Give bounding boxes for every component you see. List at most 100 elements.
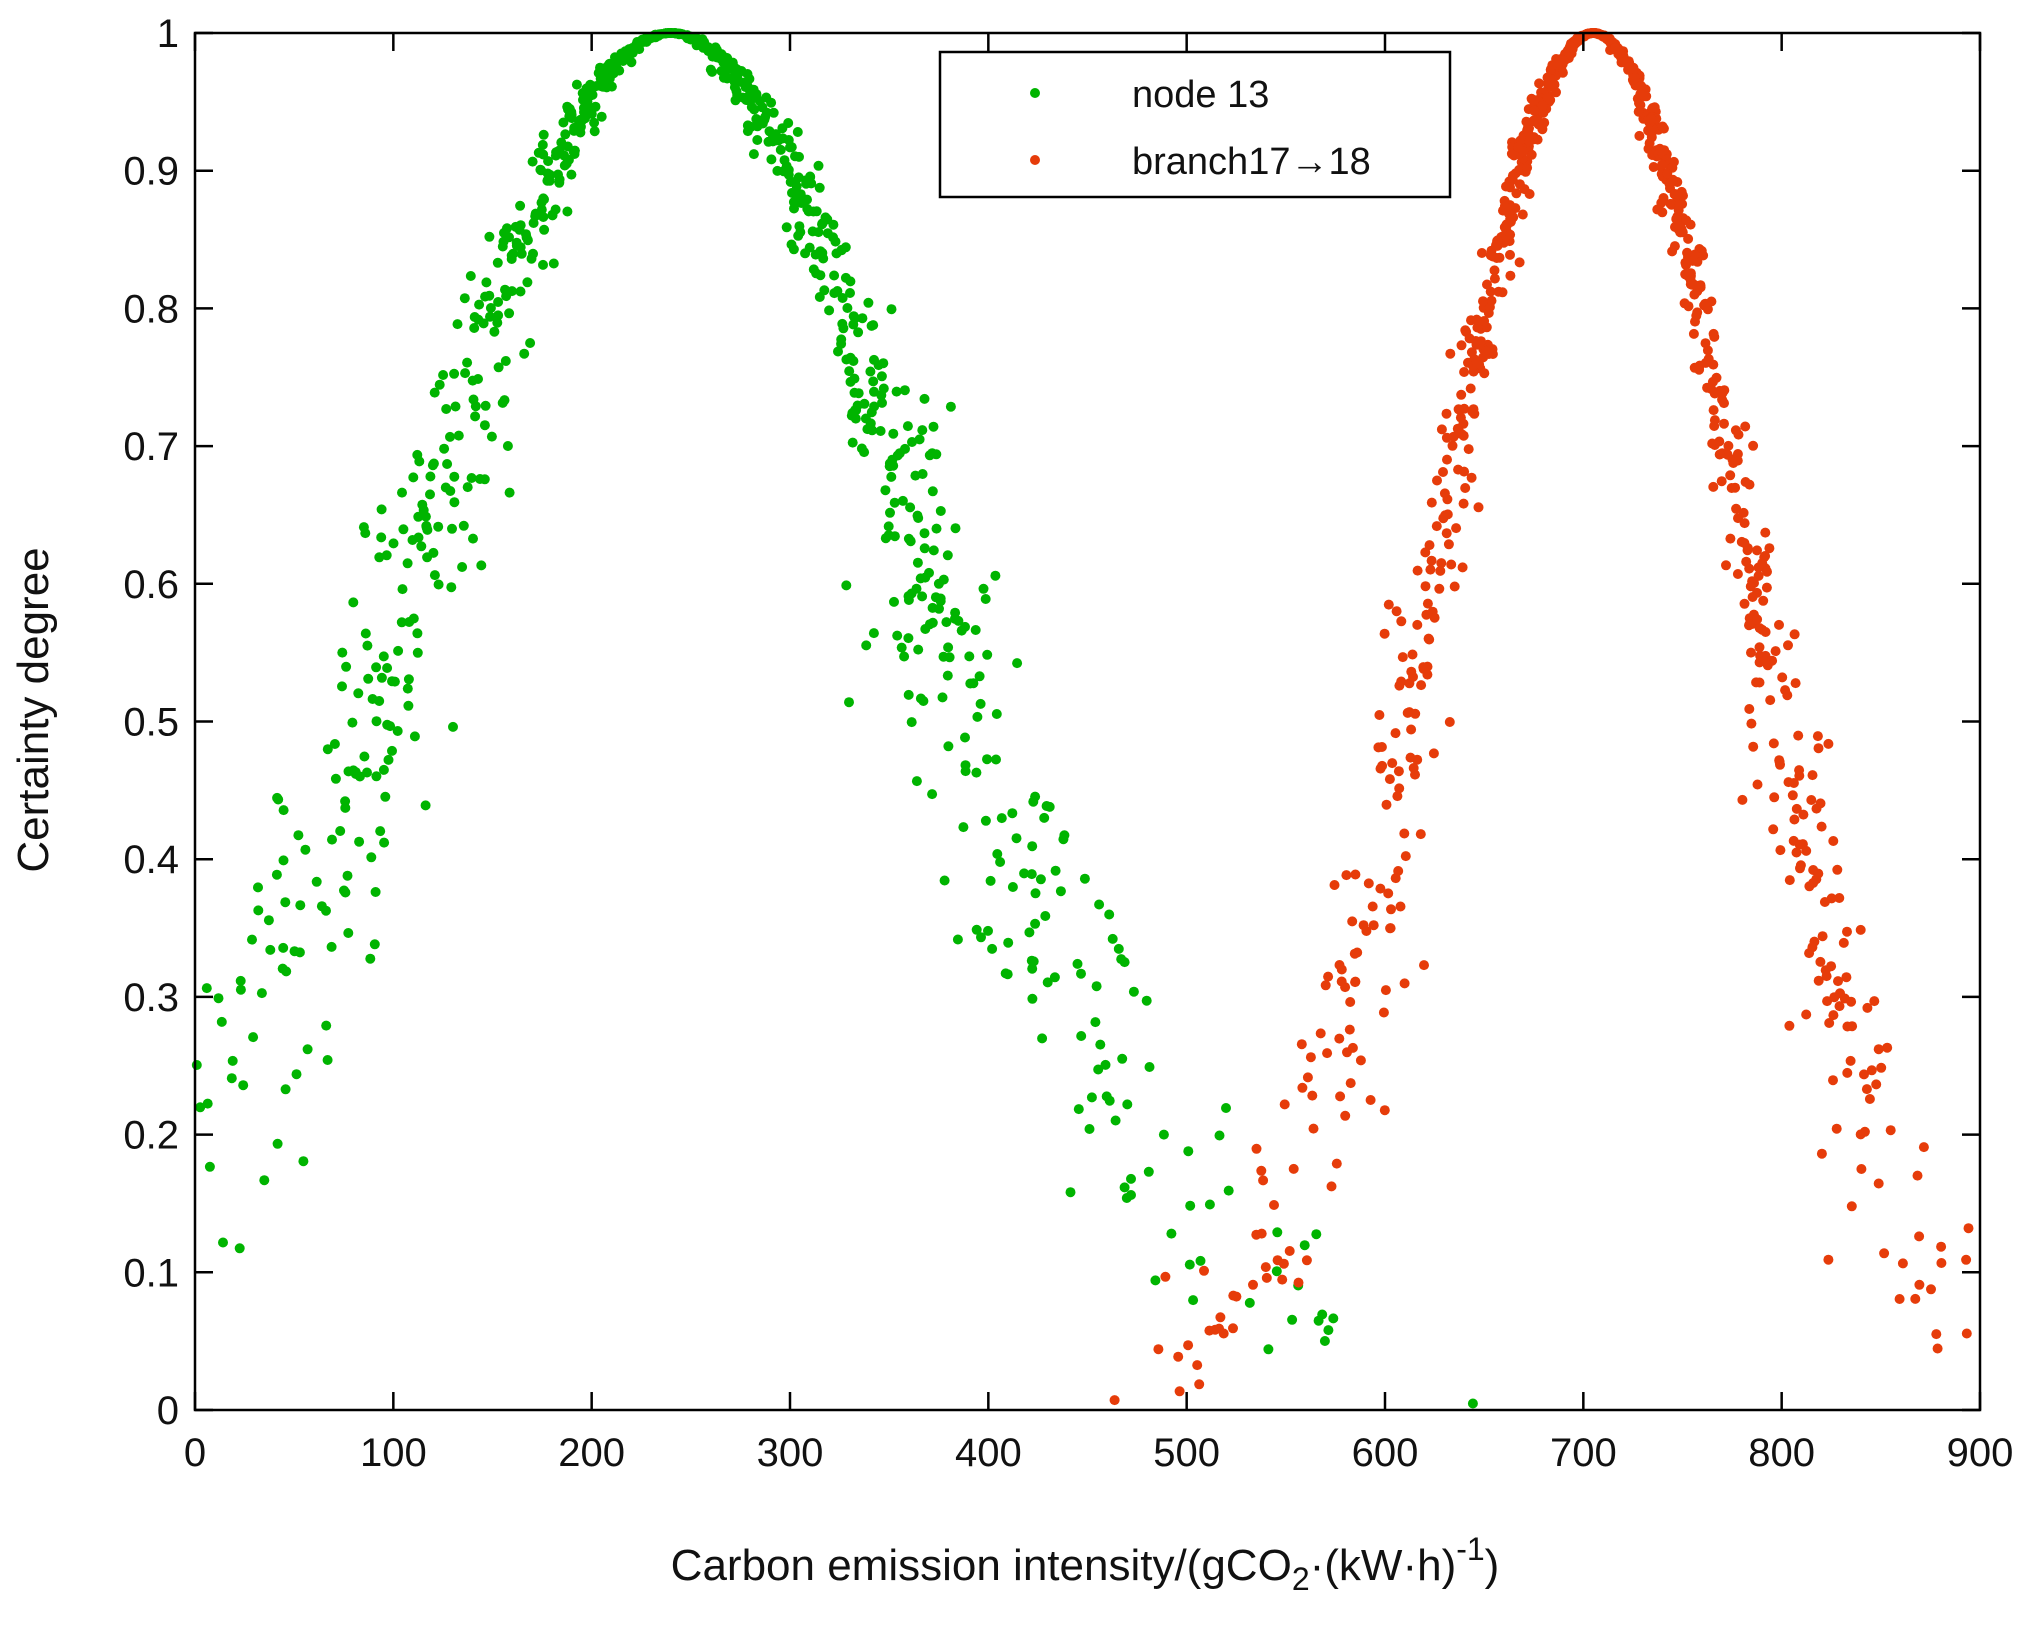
data-point — [484, 290, 495, 301]
data-point — [844, 366, 855, 377]
data-point — [596, 111, 607, 122]
data-point — [1708, 328, 1719, 339]
x-tick-label: 300 — [757, 1431, 824, 1475]
data-point — [1658, 193, 1669, 203]
data-point — [1484, 302, 1495, 312]
data-point — [1086, 1092, 1097, 1103]
data-point — [425, 489, 435, 500]
data-point — [1000, 968, 1011, 979]
data-point — [889, 596, 899, 607]
data-point — [1688, 328, 1699, 339]
legend-label-node-13: node 13 — [1132, 74, 1269, 116]
y-tick-label: 0.4 — [123, 838, 179, 882]
data-point — [849, 373, 860, 384]
data-point — [886, 304, 897, 315]
data-point — [1914, 1231, 1925, 1242]
data-point — [628, 44, 639, 55]
data-point — [1335, 1091, 1346, 1102]
data-point — [824, 305, 835, 316]
data-point — [1730, 425, 1741, 436]
data-point — [1416, 680, 1427, 691]
data-point — [425, 471, 436, 482]
data-point — [1272, 1227, 1283, 1238]
data-point — [770, 129, 781, 140]
data-point — [1936, 1258, 1947, 1268]
data-point — [407, 535, 418, 545]
data-point — [1681, 260, 1691, 270]
data-point — [1816, 821, 1827, 832]
data-point — [1192, 1360, 1203, 1371]
data-point — [603, 59, 614, 70]
data-point — [1828, 1010, 1839, 1021]
data-point — [416, 541, 427, 552]
data-point — [891, 386, 902, 397]
data-point — [1375, 883, 1386, 894]
data-point — [1204, 1199, 1215, 1210]
data-point — [1740, 421, 1751, 432]
data-point — [1184, 1259, 1195, 1270]
data-point — [1150, 1275, 1161, 1286]
data-point — [562, 206, 573, 217]
data-point — [1042, 977, 1053, 988]
data-point — [480, 400, 491, 411]
data-point — [1794, 765, 1805, 776]
plot-area — [195, 33, 1980, 1410]
data-point — [1820, 965, 1831, 976]
data-point — [558, 117, 569, 128]
data-point — [850, 313, 861, 324]
data-point — [1441, 408, 1452, 419]
data-point — [1798, 809, 1809, 820]
data-point — [1072, 958, 1083, 969]
data-point — [1961, 1328, 1972, 1339]
data-point — [980, 815, 991, 826]
data-point — [1505, 270, 1516, 281]
data-point — [278, 855, 289, 866]
data-point — [396, 617, 407, 628]
data-point — [1507, 170, 1518, 181]
data-point — [1003, 937, 1014, 948]
data-point — [1391, 606, 1402, 617]
data-point — [1387, 758, 1398, 769]
data-point — [1443, 539, 1454, 550]
data-point — [441, 404, 452, 414]
data-point — [875, 426, 886, 436]
data-point — [1804, 881, 1815, 892]
data-point — [1789, 629, 1800, 640]
x-tick-label: 200 — [558, 1431, 625, 1475]
data-point — [586, 88, 596, 99]
data-point — [1030, 791, 1041, 802]
data-point — [1144, 1062, 1155, 1072]
data-point — [1794, 839, 1805, 850]
data-point — [1315, 1028, 1326, 1039]
data-point — [1329, 880, 1340, 890]
data-point — [1482, 279, 1492, 290]
data-point — [1741, 556, 1752, 567]
data-point — [1248, 1279, 1258, 1290]
data-point — [928, 421, 939, 432]
data-point — [920, 624, 931, 634]
data-point — [515, 286, 526, 297]
data-point — [253, 882, 263, 893]
data-point — [504, 308, 515, 319]
data-point — [392, 726, 403, 736]
data-point — [1842, 1021, 1853, 1032]
data-point — [1355, 1055, 1366, 1066]
data-point — [1438, 467, 1448, 477]
data-point — [987, 943, 998, 954]
data-point — [1478, 296, 1488, 307]
data-point — [273, 794, 284, 805]
data-point — [935, 506, 946, 516]
data-point — [1657, 207, 1668, 218]
legend-marker-branch-17-18 — [1030, 155, 1040, 165]
data-point — [899, 385, 910, 396]
data-point — [1279, 1099, 1290, 1110]
data-point — [814, 182, 825, 193]
data-point — [1864, 1094, 1875, 1104]
data-point — [983, 925, 993, 936]
data-point — [280, 897, 291, 908]
data-point — [470, 401, 481, 412]
data-point — [1420, 547, 1431, 558]
data-point — [884, 461, 895, 472]
data-point — [1344, 1024, 1355, 1035]
data-point — [1436, 558, 1447, 569]
